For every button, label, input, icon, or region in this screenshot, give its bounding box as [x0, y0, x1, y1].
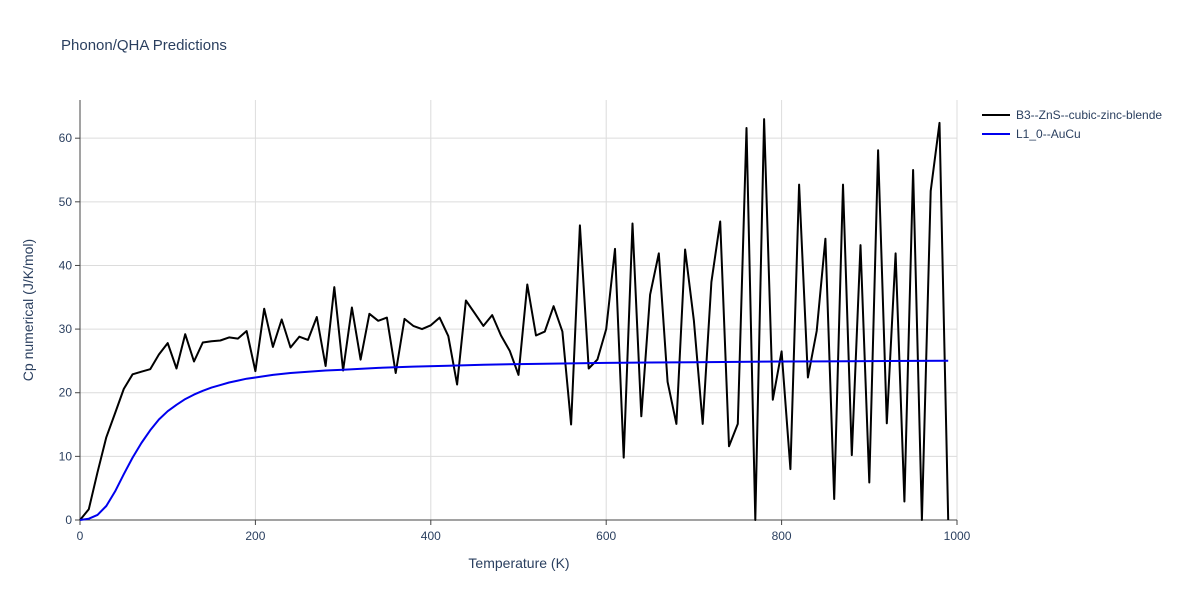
x-axis-title: Temperature (K) [468, 555, 569, 571]
y-tick-label: 20 [59, 386, 73, 400]
y-ticks: 0 10 20 30 40 50 60 [59, 131, 80, 527]
series-line-1[interactable] [79, 359, 949, 521]
legend-label: B3--ZnS--cubic-zinc-blende [1016, 108, 1162, 122]
y-tick-label: 10 [59, 449, 73, 463]
y-tick-label: 40 [59, 258, 73, 272]
axes [79, 100, 957, 521]
series-group [79, 118, 950, 521]
y-tick-label: 30 [59, 322, 73, 336]
x-tick-label: 400 [421, 529, 441, 543]
x-tick-label: 800 [772, 529, 792, 543]
x-tick-label: 1000 [944, 529, 971, 543]
grid [80, 100, 958, 520]
legend-item[interactable]: L1_0--AuCu [982, 127, 1081, 141]
legend[interactable]: B3--ZnS--cubic-zinc-blende L1_0--AuCu [982, 108, 1162, 141]
x-tick-label: 0 [77, 529, 84, 543]
y-tick-label: 50 [59, 195, 73, 209]
legend-item[interactable]: B3--ZnS--cubic-zinc-blende [982, 108, 1162, 122]
legend-label: L1_0--AuCu [1016, 127, 1081, 141]
x-tick-label: 200 [245, 529, 265, 543]
x-tick-label: 600 [596, 529, 616, 543]
y-axis-title: Cp numerical (J/K/mol) [20, 239, 36, 381]
y-tick-label: 60 [59, 131, 73, 145]
y-tick-label: 0 [65, 513, 72, 527]
series-line-0[interactable] [79, 118, 950, 521]
chart-title: Phonon/QHA Predictions [61, 37, 227, 54]
x-ticks: 0 200 400 600 800 1000 [77, 520, 971, 543]
